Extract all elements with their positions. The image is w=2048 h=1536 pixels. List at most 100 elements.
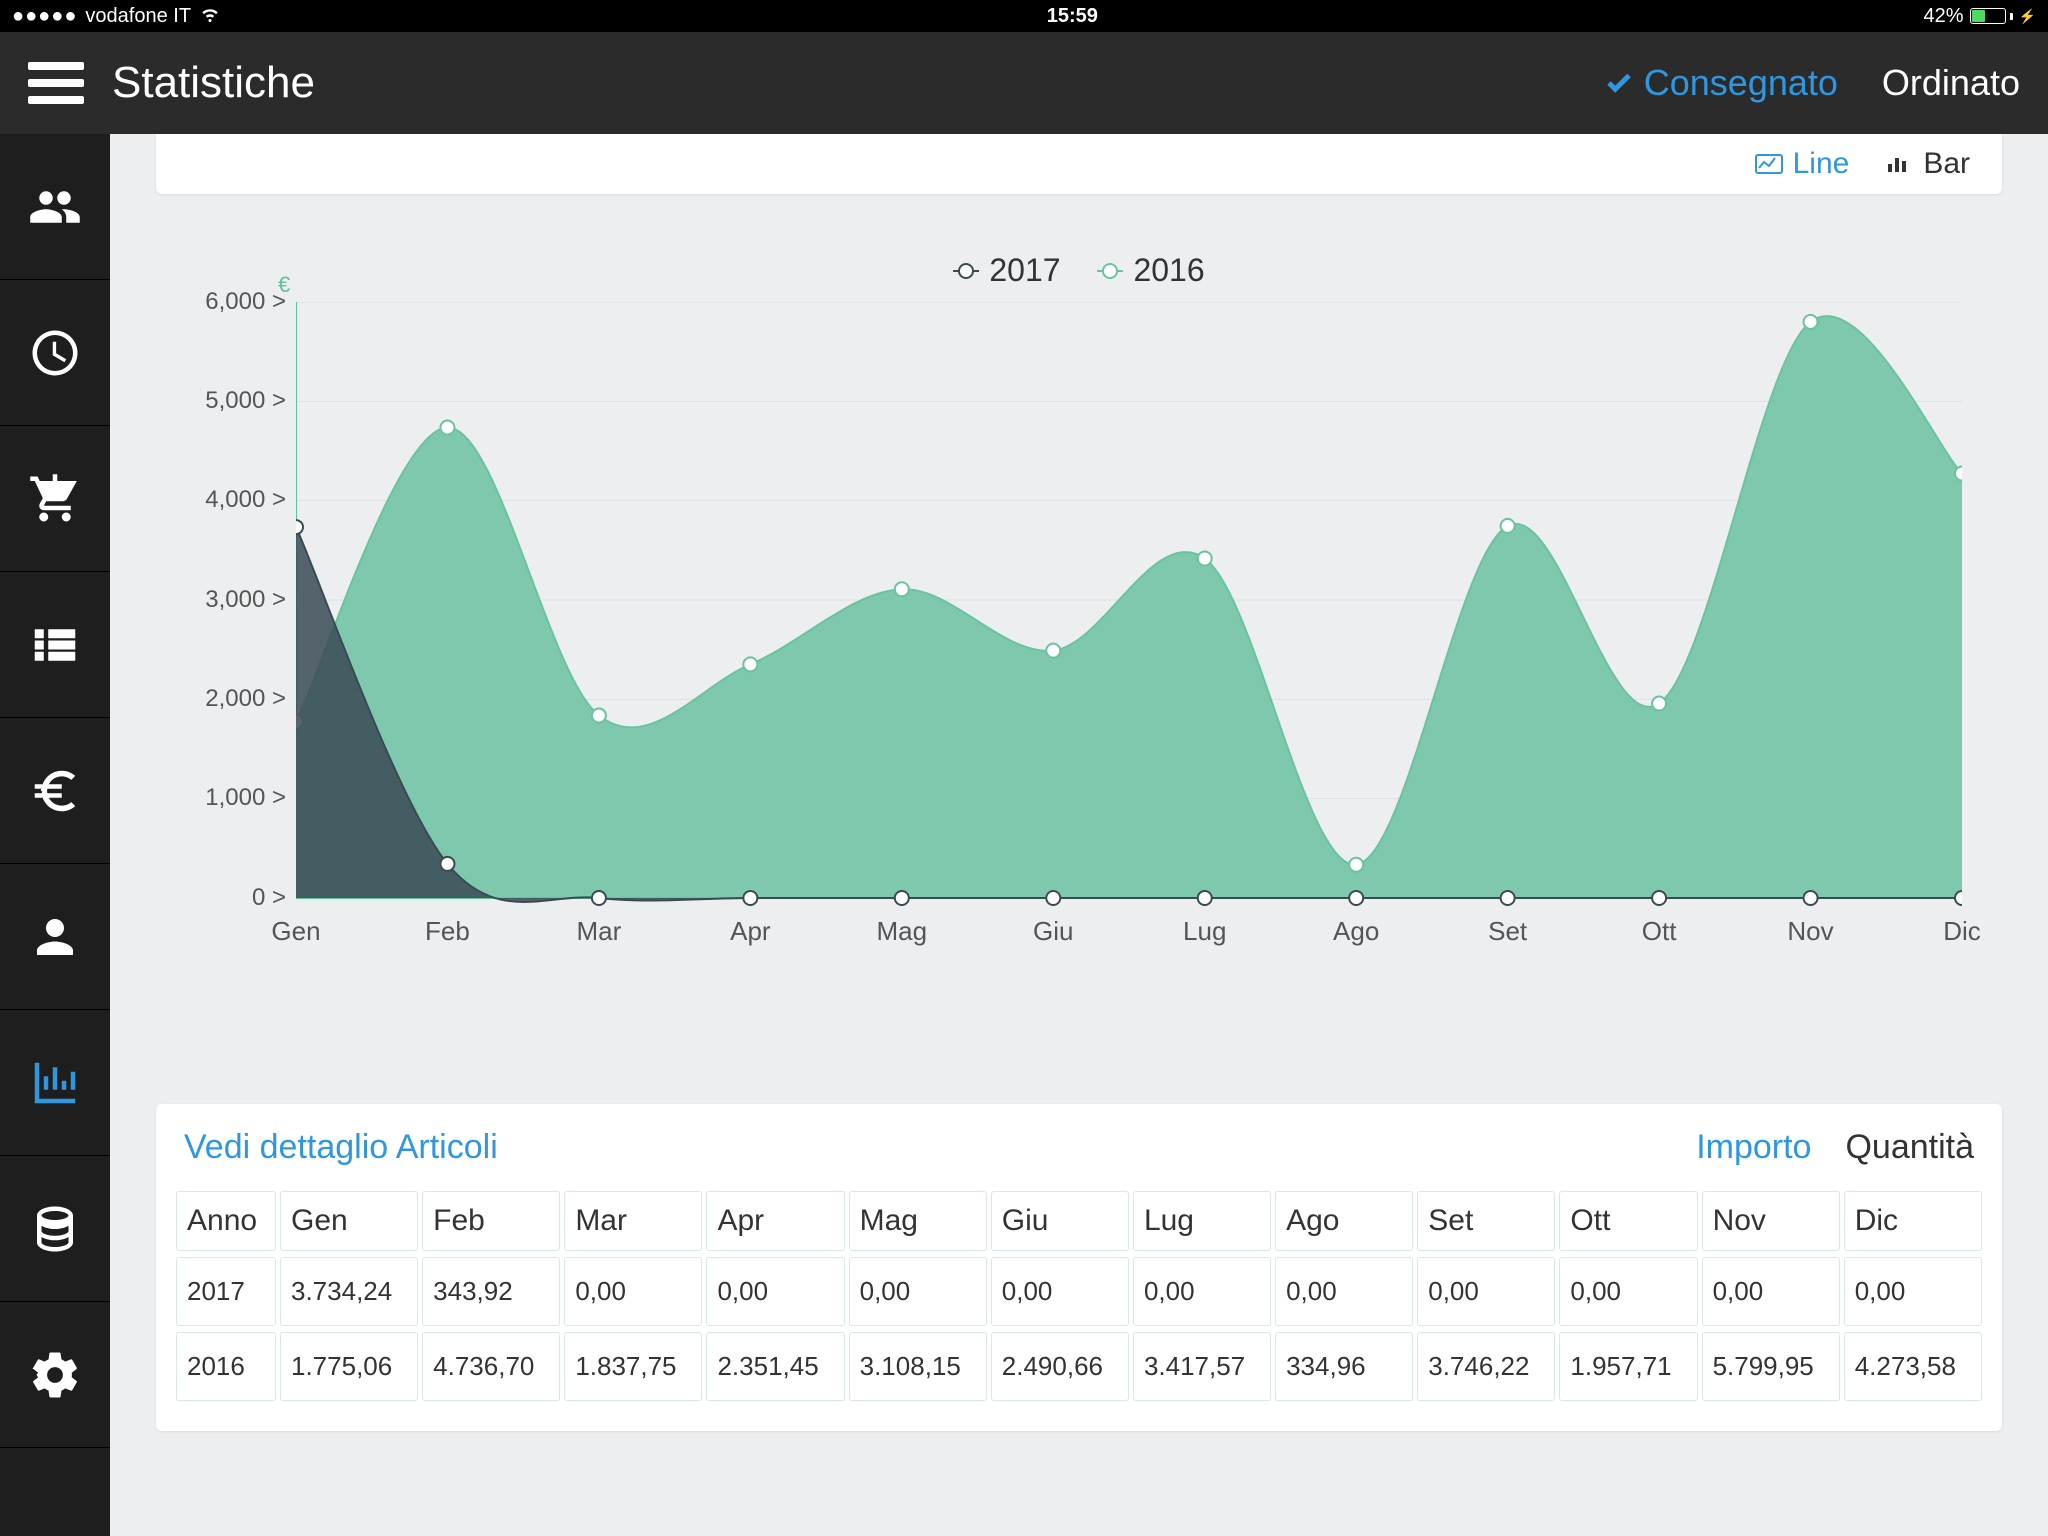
- detail-link[interactable]: Vedi dettaglio Articoli: [184, 1128, 498, 1167]
- filter-ordered[interactable]: Ordinato: [1882, 62, 2020, 104]
- view-toggle-bar[interactable]: Bar: [1885, 147, 1970, 181]
- legend-marker-2017: [953, 258, 979, 284]
- x-tick: Apr: [730, 898, 770, 947]
- x-tick: Dic: [1943, 898, 1981, 947]
- table-cell: 3.734,24: [280, 1257, 418, 1326]
- sidebar-item-customers[interactable]: [0, 134, 110, 280]
- chart-svg: [296, 302, 1962, 982]
- chart-legend: 2017 2016: [156, 234, 2002, 302]
- check-icon: [1604, 68, 1634, 98]
- chart-plot[interactable]: € 0 >1,000 >2,000 >3,000 >4,000 >5,000 >…: [296, 302, 1962, 982]
- filter-delivered[interactable]: Consegnato: [1604, 62, 1838, 104]
- table-header-cell: Ago: [1275, 1191, 1413, 1251]
- status-right: 42% ⚡: [1924, 5, 2036, 28]
- table-cell: 2017: [176, 1257, 276, 1326]
- sidebar-item-history[interactable]: [0, 280, 110, 426]
- header-filters: Consegnato Ordinato: [1604, 62, 2020, 104]
- table-cell: 4.736,70: [422, 1332, 560, 1401]
- content-area: Line Bar 2017 2016 € 0 >1,000: [110, 134, 2048, 1536]
- tab-quantita[interactable]: Quantità: [1845, 1128, 1974, 1167]
- filter-ordered-label: Ordinato: [1882, 62, 2020, 103]
- table-cell: 3.746,22: [1417, 1332, 1555, 1401]
- table-cell: 4.273,58: [1844, 1332, 1982, 1401]
- table-cell: 0,00: [706, 1257, 844, 1326]
- table-row: 20161.775,064.736,701.837,752.351,453.10…: [176, 1332, 1982, 1401]
- table-cell: 0,00: [1559, 1257, 1697, 1326]
- table-cell: 2.351,45: [706, 1332, 844, 1401]
- legend-2016-label: 2016: [1133, 252, 1204, 289]
- table-cell: 0,00: [849, 1257, 987, 1326]
- table-header-cell: Lug: [1133, 1191, 1271, 1251]
- sidebar-item-settings[interactable]: [0, 1302, 110, 1448]
- table-row: 20173.734,24343,920,000,000,000,000,000,…: [176, 1257, 1982, 1326]
- database-icon: [28, 1202, 82, 1256]
- table-cell: 5.799,95: [1702, 1332, 1840, 1401]
- table-header-cell: Feb: [422, 1191, 560, 1251]
- status-left: ●●●●● vodafone IT: [12, 2, 221, 30]
- battery-percent: 42%: [1924, 5, 1964, 28]
- table-cell: 1.775,06: [280, 1332, 418, 1401]
- table-header: Vedi dettaglio Articoli Importo Quantità: [172, 1128, 1986, 1185]
- view-toggle-card: Line Bar: [156, 134, 2002, 194]
- x-tick: Mar: [577, 898, 622, 947]
- menu-button[interactable]: [28, 55, 84, 111]
- table-header-cell: Mar: [564, 1191, 702, 1251]
- y-tick: 6,000 >: [205, 288, 286, 316]
- legend-2017[interactable]: 2017: [953, 252, 1060, 289]
- table-cell: 334,96: [1275, 1332, 1413, 1401]
- table-cell: 0,00: [991, 1257, 1129, 1326]
- y-tick: 2,000 >: [205, 685, 286, 713]
- table-cell: 0,00: [564, 1257, 702, 1326]
- clock-icon: [28, 326, 82, 380]
- table-cell: 1.957,71: [1559, 1332, 1697, 1401]
- euro-icon: [28, 764, 82, 818]
- table-header-cell: Gen: [280, 1191, 418, 1251]
- view-toggle-bar-label: Bar: [1923, 147, 1970, 181]
- line-chart-icon: [1755, 154, 1783, 174]
- sidebar-item-currency[interactable]: [0, 718, 110, 864]
- legend-2016[interactable]: 2016: [1097, 252, 1204, 289]
- chart-area: 2017 2016 € 0 >1,000 >2,000 >3,000 >4,00…: [156, 234, 2002, 1014]
- x-tick: Nov: [1787, 898, 1833, 947]
- sidebar-item-list[interactable]: [0, 572, 110, 718]
- sidebar-item-stats[interactable]: [0, 1010, 110, 1156]
- sidebar-item-profile[interactable]: [0, 864, 110, 1010]
- tab-importo[interactable]: Importo: [1696, 1128, 1811, 1167]
- table-cell: 0,00: [1417, 1257, 1555, 1326]
- users-icon: [28, 180, 82, 234]
- sidebar-item-cart[interactable]: [0, 426, 110, 572]
- table-cell: 0,00: [1702, 1257, 1840, 1326]
- view-toggle-line[interactable]: Line: [1755, 147, 1850, 181]
- table-header-cell: Dic: [1844, 1191, 1982, 1251]
- x-tick: Ago: [1333, 898, 1379, 947]
- gears-icon: [28, 1348, 82, 1402]
- bar-chart-small-icon: [1885, 154, 1913, 174]
- y-tick: 3,000 >: [205, 586, 286, 614]
- y-tick: 5,000 >: [205, 387, 286, 415]
- y-tick: 1,000 >: [205, 784, 286, 812]
- x-tick: Lug: [1183, 898, 1226, 947]
- wifi-icon: [199, 2, 221, 30]
- table-header-cell: Set: [1417, 1191, 1555, 1251]
- table-header-cell: Nov: [1702, 1191, 1840, 1251]
- page-title: Statistiche: [112, 58, 315, 108]
- table-cell: 1.837,75: [564, 1332, 702, 1401]
- legend-2017-label: 2017: [989, 252, 1060, 289]
- user-icon: [28, 910, 82, 964]
- table-cell: 0,00: [1133, 1257, 1271, 1326]
- sidebar: [0, 134, 110, 1536]
- view-toggle-line-label: Line: [1793, 147, 1850, 181]
- carrier-label: vodafone IT: [85, 5, 191, 28]
- table-header-cell: Ott: [1559, 1191, 1697, 1251]
- status-bar: ●●●●● vodafone IT 15:59 42% ⚡: [0, 0, 2048, 32]
- table-header-cell: Apr: [706, 1191, 844, 1251]
- x-tick: Ott: [1642, 898, 1677, 947]
- y-tick: 4,000 >: [205, 486, 286, 514]
- app-header: Statistiche Consegnato Ordinato: [0, 32, 2048, 134]
- table-header-cell: Mag: [849, 1191, 987, 1251]
- sidebar-item-data[interactable]: [0, 1156, 110, 1302]
- table-header-cell: Anno: [176, 1191, 276, 1251]
- legend-marker-2016: [1097, 258, 1123, 284]
- table-card: Vedi dettaglio Articoli Importo Quantità…: [156, 1104, 2002, 1431]
- x-tick: Gen: [271, 898, 320, 947]
